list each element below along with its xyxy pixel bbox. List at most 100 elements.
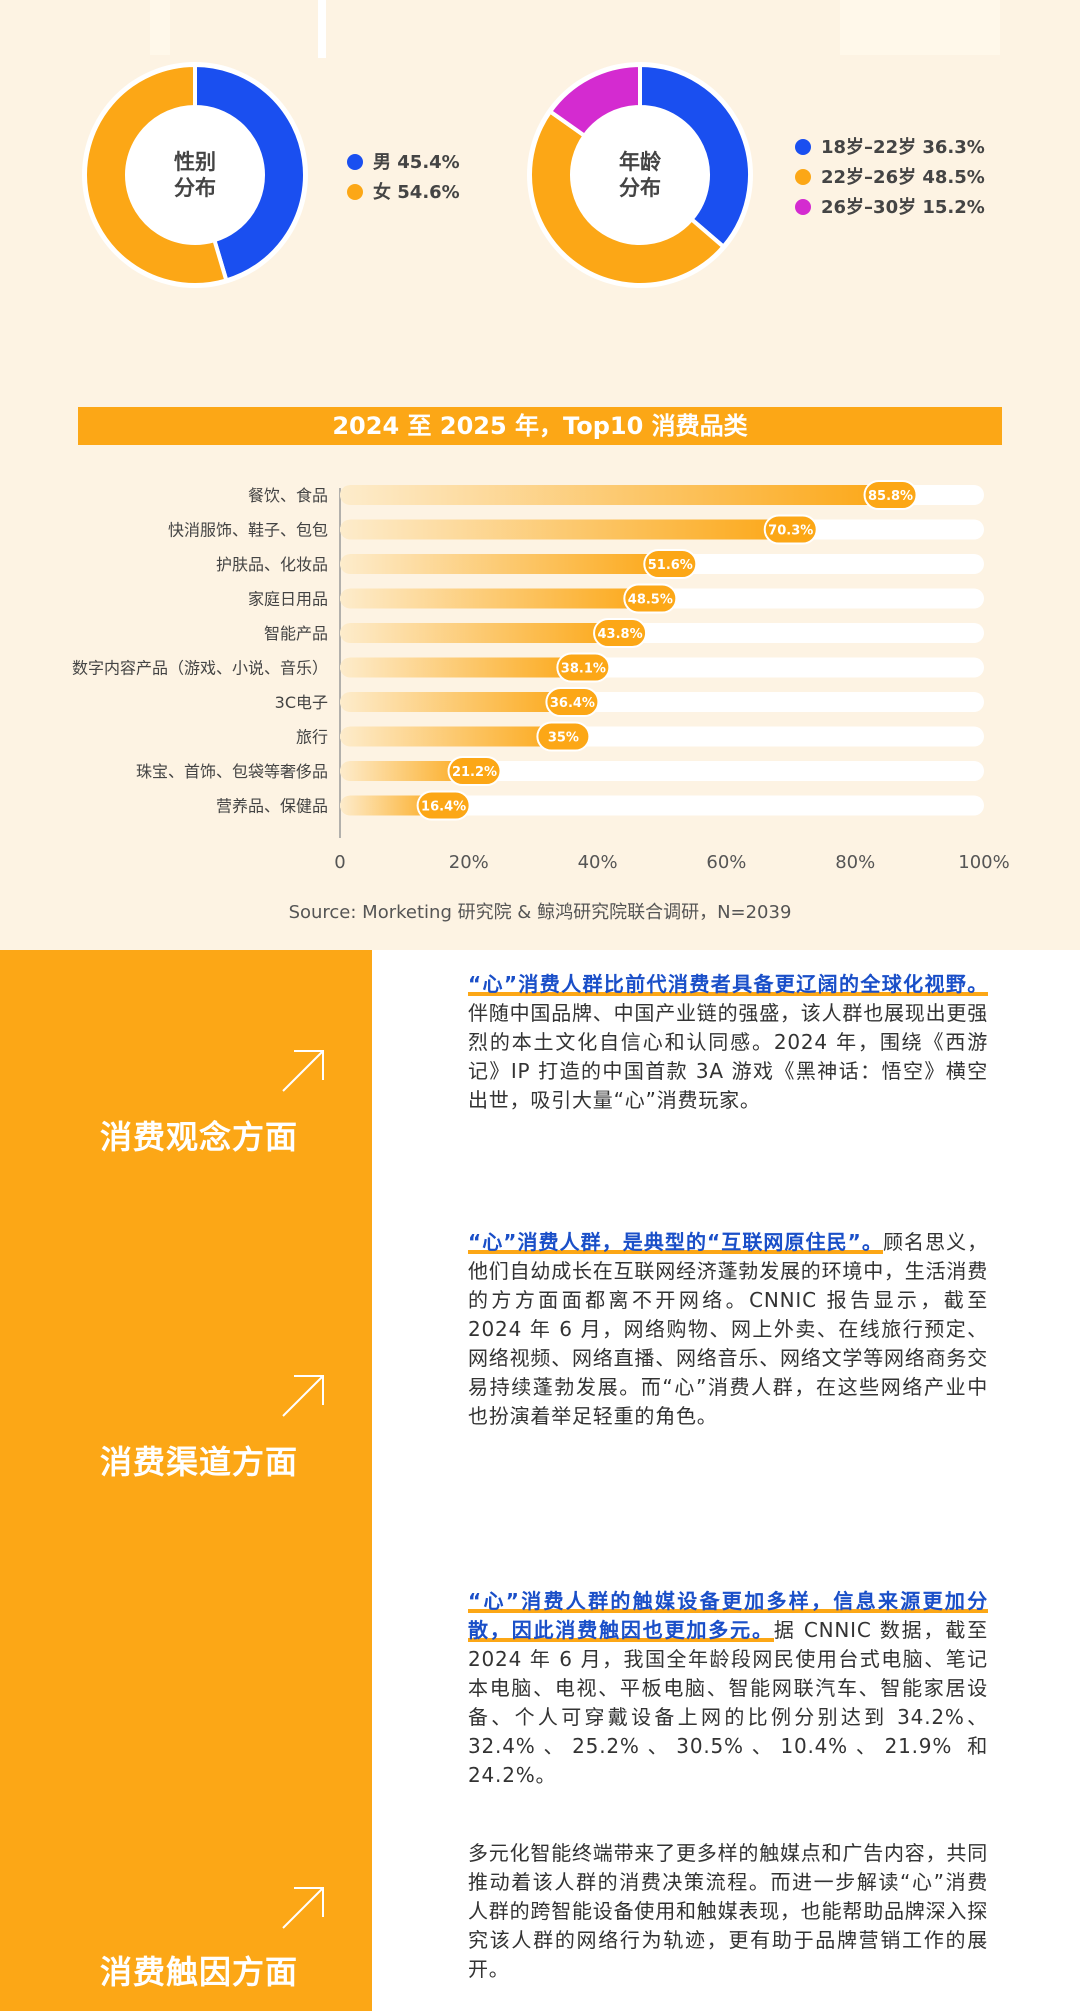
highlight-text: “心”消费人群的触媒设备更加多样，信息来源更加分散，因此消费触因也更加多元。 [468,1589,988,1642]
value-badge [623,583,678,614]
category-label: 护肤品、化妆品 [216,555,328,574]
legend-dot [347,154,363,170]
top10-bar-chart: 85.8% 餐饮、食品 70.3% 快消服饰、鞋子、包包 51.6% 护肤品、化妆品 48.… [72,480,1010,870]
category-label: 3C电子 [275,693,328,712]
highlight-text: “心”消费人群比前代消费者具备更辽阔的全球化视野。 [468,972,988,996]
highlight-text: “心”消费人群，是典型的“互联网原住民”。 [468,1230,883,1254]
decorative-shape [840,0,1000,55]
legend-dot [795,199,811,215]
gender-label-line2: 分布 [174,176,216,200]
legend-item-male: 男 45.4% [347,148,460,178]
bar [340,726,566,747]
legend-item-age-26-30: 26岁–30岁 15.2% [795,193,985,223]
body-text: 顾名思义，他们自幼成长在互联网经济蓬勃发展的环境中，生活消费的方方面面都离不开网… [468,1230,988,1428]
category-label: 数字内容产品（游戏、小说、音乐） [72,659,328,678]
x-tick-label: 60% [706,852,746,870]
bar-value-label: 70.3% [768,524,813,539]
value-badge [643,549,698,579]
bar [340,588,653,609]
x-tick-label: 40% [578,852,618,870]
bar-value-label: 43.8% [598,627,643,642]
bar-value-label: 38.1% [561,662,606,677]
legend-label: 18岁–22岁 36.3% [821,137,985,158]
value-badge [416,790,471,821]
value-badge [536,721,591,752]
category-label: 餐饮、食品 [248,486,328,505]
value-badge [447,756,502,786]
value-badge [556,652,611,683]
bar [340,554,673,574]
bar-value-label: 35% [548,731,579,746]
body-text: 多元化智能终端带来了更多样的触媒点和广告内容，共同推动着该人群的消费决策流程。而… [468,1841,988,1981]
value-badge [863,480,918,510]
legend-item-female: 女 54.6% [347,178,460,208]
arrow-up-right-icon [282,1050,324,1092]
legend-label: 女 54.6% [373,182,460,203]
bar-value-label: 21.2% [452,765,497,780]
x-tick-label: 0 [334,852,345,870]
arrow-up-right-icon [282,1887,324,1929]
legend-label: 26岁–30岁 15.2% [821,197,985,218]
legend-dot [795,139,811,155]
age-donut-hole [574,109,706,241]
decorative-shape [318,0,326,58]
x-tick-label: 20% [449,852,489,870]
section-paragraph: “心”消费人群比前代消费者具备更辽阔的全球化视野。伴随中国品牌、中国产业链的强盛… [468,970,988,1115]
category-label: 家庭日用品 [248,590,328,609]
source-note: Source: Morketing 研究院 & 鲸鸿研究院联合调研，N=2039 [288,902,792,923]
gender-donut-chart [82,62,308,288]
bar-value-label: 36.4% [550,696,595,711]
section-paragraph: “心”消费人群，是典型的“互联网原住民”。顾名思义，他们自幼成长在互联网经济蓬勃… [468,1228,988,1431]
text-section: 消费观念方面 “心”消费人群比前代消费者具备更辽阔的全球化视野。伴随中国品牌、中… [0,950,1080,2011]
legend-item-age-18-22: 18岁–22岁 36.3% [795,133,985,163]
section-paragraph-2: 多元化智能终端带来了更多样的触媒点和广告内容，共同推动着该人群的消费决策流程。而… [468,1839,988,1984]
gender-legend: 男 45.4% 女 54.6% [347,148,460,208]
value-badge [763,514,818,545]
value-badge [545,687,600,717]
bar [340,519,793,540]
gender-donut-slice-2 [83,62,229,287]
section-heading: 消费触因方面 [100,1953,299,1991]
bar-track [340,761,984,781]
gender-donut-slice-1 [193,62,307,283]
chart-section: 性别 分布 男 45.4% 女 54.6% 年龄 分布 18岁–22岁 36.3… [0,0,1080,950]
bar-value-label: 85.8% [868,489,913,504]
legend-dot [347,184,363,200]
bar-chart-title: 2024 至 2025 年，Top10 消费品类 [78,407,1002,445]
category-label: 快消服饰、鞋子、包包 [168,521,328,540]
gender-chart-center-label: 性别 分布 [145,149,245,201]
category-label: 智能产品 [264,624,328,643]
category-label: 珠宝、首饰、包袋等奢侈品 [136,762,328,781]
section-heading: 消费观念方面 [100,1118,299,1156]
legend-dot [795,169,811,185]
age-donut-slice-1 [638,62,752,250]
bar-value-label: 51.6% [648,558,693,573]
bar [340,692,575,712]
gender-label-line1: 性别 [174,150,216,174]
gender-donut-hole [129,109,261,241]
age-donut-chart [527,62,753,288]
legend-item-age-22-26: 22岁–26岁 48.5% [795,163,985,193]
section-paragraph: “心”消费人群的触媒设备更加多样，信息来源更加分散，因此消费触因也更加多元。据 … [468,1587,988,1790]
bar-value-label: 48.5% [628,593,673,608]
x-tick-label: 80% [835,852,875,870]
body-text: 据 CNNIC 数据，截至 2024 年 6 月，我国全年龄段网民使用台式电脑、… [468,1618,989,1787]
age-chart-center-label: 年龄 分布 [590,149,690,201]
age-label-line1: 年龄 [619,150,661,174]
bar-track [340,795,984,816]
orange-side-band [0,950,372,2011]
category-label: 旅行 [296,728,328,747]
age-legend: 18岁–22岁 36.3% 22岁–26岁 48.5% 26岁–30岁 15.2… [795,133,985,223]
section-heading: 消费渠道方面 [100,1443,299,1481]
bar-value-label: 16.4% [421,800,466,815]
age-donut-slice-2 [528,108,727,288]
category-label: 营养品、保健品 [216,797,328,816]
body-text: 伴随中国品牌、中国产业链的强盛，该人群也展现出更强烈的本土文化自信心和认同感。2… [468,1001,988,1112]
age-label-line2: 分布 [619,176,661,200]
value-badge [593,618,648,648]
bar [340,623,623,643]
bar [340,761,477,781]
bar [340,657,586,678]
legend-label: 22岁–26岁 48.5% [821,167,985,188]
arrow-up-right-icon [282,1375,324,1417]
